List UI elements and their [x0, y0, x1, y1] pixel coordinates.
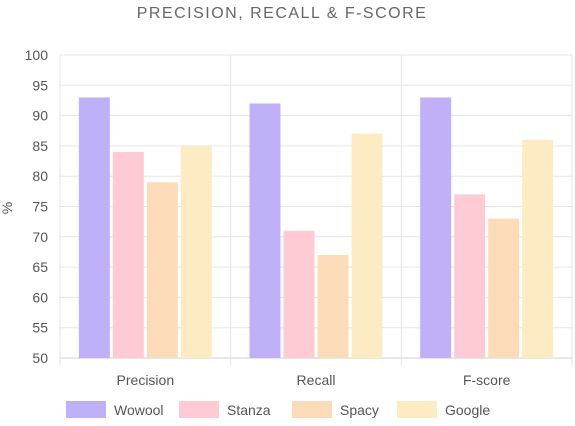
x-tick-label: Recall: [297, 372, 336, 388]
chart-title: PRECISION, RECALL & F-SCORE: [137, 5, 428, 22]
y-tick-label: 80: [32, 168, 48, 184]
bar-wowool-recall: [249, 103, 281, 358]
y-axis-label: %: [0, 202, 15, 214]
legend-item-stanza[interactable]: Stanza: [179, 401, 271, 418]
y-tick-label: 55: [32, 320, 48, 336]
bar-google-f-score: [522, 139, 554, 358]
bar-spacy-precision: [146, 182, 178, 358]
y-tick-label: 75: [32, 199, 48, 215]
legend-item-spacy[interactable]: Spacy: [292, 401, 379, 418]
x-tick-label: Precision: [117, 372, 175, 388]
y-tick-label: 85: [32, 138, 48, 154]
bar-wowool-f-score: [420, 97, 452, 359]
legend-label: Spacy: [340, 402, 379, 418]
y-tick-label: 65: [32, 259, 48, 275]
grid-layer: [59, 54, 573, 366]
legend: Wowool Stanza Spacy Google: [66, 401, 490, 418]
bar-spacy-f-score: [488, 218, 520, 358]
bars-layer: [78, 97, 554, 359]
bar-wowool-precision: [78, 97, 110, 359]
legend-item-google[interactable]: Google: [397, 401, 490, 418]
legend-swatch: [66, 401, 106, 418]
bar-stanza-precision: [112, 151, 144, 358]
legend-label: Wowool: [114, 402, 164, 418]
x-tick-labels: Precision Recall F-score: [117, 372, 511, 388]
bar-spacy-recall: [317, 254, 349, 358]
legend-swatch: [292, 401, 332, 418]
legend-label: Stanza: [227, 402, 271, 418]
y-tick-label: 50: [32, 350, 48, 366]
bar-stanza-recall: [283, 230, 315, 358]
bar-stanza-f-score: [454, 194, 486, 358]
legend-item-wowool[interactable]: Wowool: [66, 401, 164, 418]
legend-swatch: [397, 401, 437, 418]
legend-label: Google: [445, 402, 490, 418]
bar-google-precision: [180, 145, 212, 358]
y-tick-label: 60: [32, 289, 48, 305]
y-tick-labels: 50 55 60 65 70 75 80 85 90 95 100: [25, 47, 49, 366]
bar-google-recall: [351, 133, 383, 358]
y-tick-label: 90: [32, 108, 48, 124]
y-tick-label: 95: [32, 77, 48, 93]
x-tick-label: F-score: [463, 372, 511, 388]
y-tick-label: 70: [32, 229, 48, 245]
legend-swatch: [179, 401, 219, 418]
y-tick-label: 100: [25, 47, 49, 63]
